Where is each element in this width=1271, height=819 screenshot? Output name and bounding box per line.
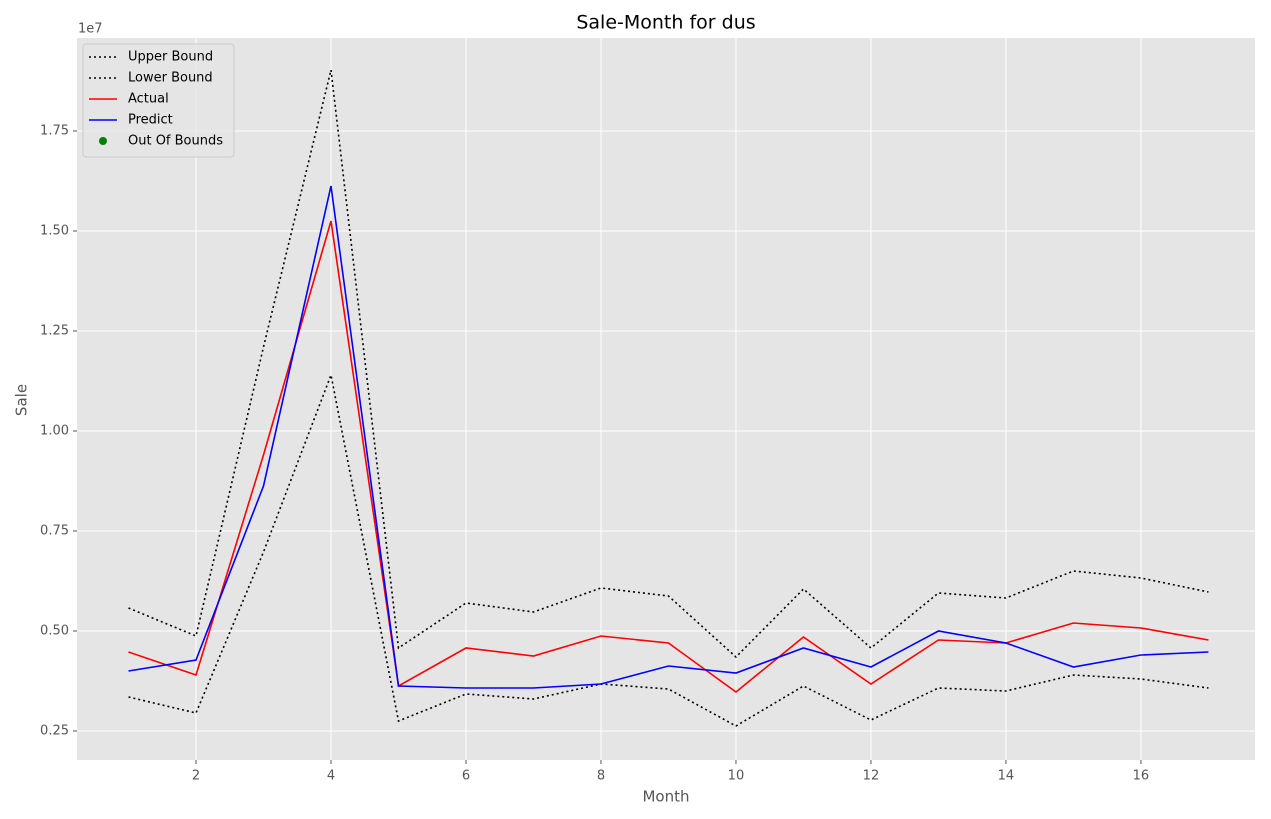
y-tick-label: 0.50 [40, 624, 69, 639]
series-line [128, 220, 1209, 694]
y-tick-label: 1.75 [40, 124, 69, 139]
legend-swatch [99, 137, 107, 145]
legend-label: Lower Bound [128, 71, 213, 86]
y-tick-label: 1.25 [40, 324, 69, 339]
y-tick-label: 1.00 [40, 424, 69, 439]
x-tick-label: 4 [327, 769, 335, 784]
x-tick-label: 2 [192, 769, 200, 784]
legend-label: Upper Bound [128, 50, 213, 65]
x-tick-label: 12 [863, 769, 880, 784]
y-axis-label: Sale [13, 384, 31, 416]
x-tick-label: 6 [462, 769, 470, 784]
plot-area [77, 38, 1255, 760]
series-line [128, 185, 1209, 689]
y-tick-label: 0.25 [40, 724, 69, 739]
y-tick-label: 1.50 [40, 224, 69, 239]
chart-title: Sale-Month for dus [576, 12, 755, 34]
legend-label: Out Of Bounds [128, 134, 223, 149]
x-axis-label: Month [642, 788, 689, 806]
x-tick-label: 8 [597, 769, 605, 784]
x-tick-label: 10 [728, 769, 745, 784]
legend-box [82, 43, 235, 158]
y-tick-label: 0.75 [40, 524, 69, 539]
series-line [128, 372, 1209, 727]
legend-label: Actual [128, 92, 169, 107]
legend-label: Predict [128, 113, 173, 128]
y-offset-label: 1e7 [78, 22, 103, 37]
x-tick-label: 16 [1133, 769, 1150, 784]
x-tick-label: 14 [998, 769, 1015, 784]
series-line [128, 69, 1209, 659]
